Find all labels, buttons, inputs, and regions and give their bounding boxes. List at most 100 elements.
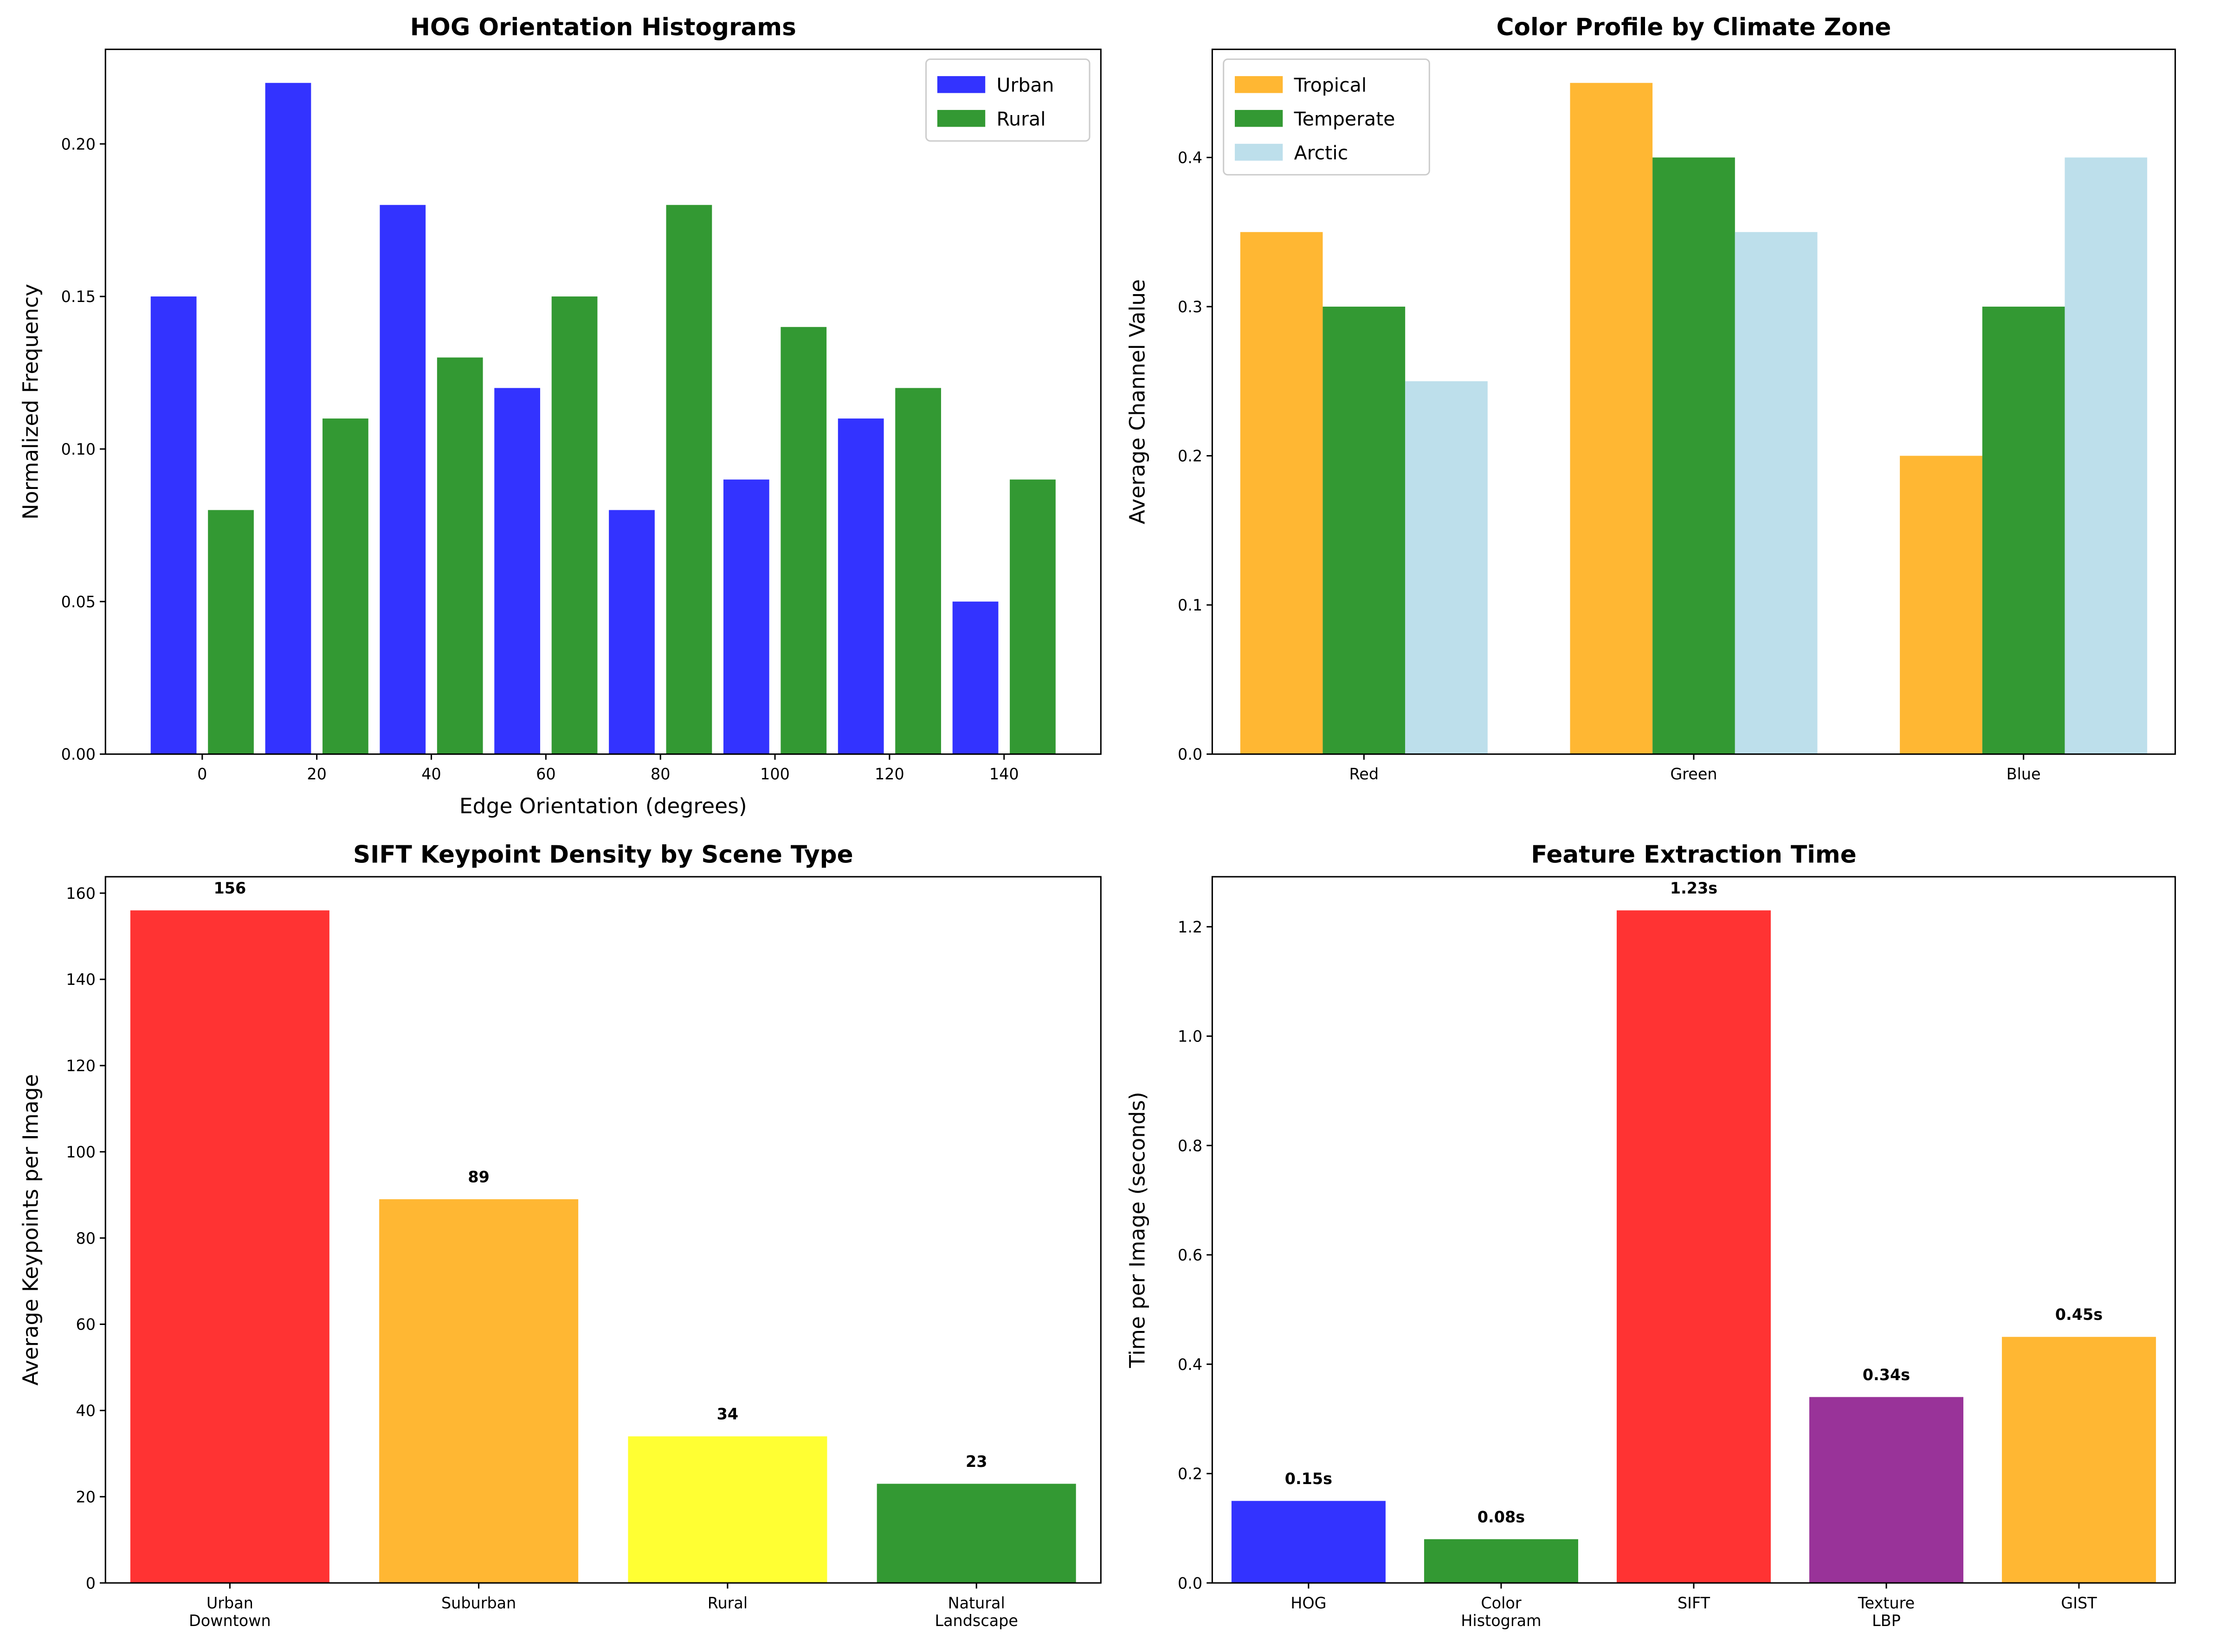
y-tick-label: 0.3 [1178,298,1202,316]
legend-swatch [937,76,986,93]
y-tick-label: 0.6 [1178,1246,1202,1264]
x-tick-label: Texture LBP [1858,1594,1915,1630]
y-tick-label: 0.8 [1178,1137,1202,1155]
plot-frame [1211,48,2176,755]
y-tick-label: 0.2 [1178,447,1202,465]
legend-label: Tropical [1294,74,1367,96]
y-axis-label: Average Channel Value [1125,279,1150,524]
bar [1982,306,2065,754]
x-tick-label: Green [1670,765,1717,783]
bar-label: 0.08s [1477,1508,1525,1526]
bar [2065,157,2148,754]
legend-swatch [1234,109,1283,127]
y-tick-label: 160 [66,884,96,902]
chart-title: Color Profile by Climate Zone [1497,13,1891,41]
bar [1010,479,1056,754]
bar [150,296,197,754]
bar [877,1484,1076,1583]
x-tick-label: Blue [2007,765,2041,783]
bar-label: 1.23s [1670,879,1717,897]
bar [1231,1501,1386,1583]
y-tick-label: 0.1 [1178,596,1202,614]
x-tick-label: 80 [651,765,671,783]
x-tick-label: 40 [421,765,441,783]
y-tick-label: 0 [86,1574,96,1592]
bar [2002,1337,2156,1583]
bar [628,1436,827,1583]
x-tick-label: 140 [989,765,1019,783]
y-tick-label: 60 [76,1316,96,1334]
bar [1809,1397,1964,1583]
x-tick-label: Color Histogram [1461,1594,1541,1630]
x-tick-label: 60 [536,765,556,783]
bar [265,83,311,754]
bar [1424,1539,1578,1583]
bar-label: 156 [214,879,246,897]
x-tick-label: Natural Landscape [935,1594,1018,1630]
y-tick-label: 0.00 [61,746,96,764]
bar-label: 0.45s [2055,1305,2103,1324]
y-tick-label: 1.2 [1178,918,1202,936]
legend-swatch [1234,76,1283,93]
x-axis-label: Edge Orientation (degrees) [459,794,747,818]
bar [1405,381,1488,754]
bar [723,479,769,754]
bar [379,1199,579,1583]
plot-frame [104,876,1102,1584]
legend-label: Rural [997,108,1046,130]
bar [1735,232,1818,754]
bar [1570,83,1653,754]
bar [208,510,254,754]
bar [1323,306,1406,754]
bar-label: 0.34s [1863,1366,1910,1384]
chart-title: SIFT Keypoint Density by Scene Type [353,841,853,868]
y-tick-label: 120 [66,1057,96,1075]
bar [437,357,483,754]
y-tick-label: 40 [76,1402,96,1420]
y-tick-label: 20 [76,1488,96,1506]
y-tick-label: 0.4 [1178,149,1202,167]
bar [609,510,655,754]
y-tick-label: 140 [66,971,96,989]
y-axis-label: Average Keypoints per Image [18,1074,43,1385]
x-tick-label: Suburban [441,1594,516,1612]
legend-swatch [1234,143,1283,161]
bar [1240,232,1323,754]
bar [781,327,827,754]
legend-label: Urban [997,74,1054,96]
chart-title: Feature Extraction Time [1531,841,1857,868]
bar [838,418,884,754]
y-tick-label: 100 [66,1143,96,1161]
y-tick-label: 80 [76,1229,96,1247]
x-tick-label: 20 [307,765,327,783]
bar [1900,456,1982,754]
bar-label: 23 [966,1453,987,1471]
x-tick-label: 0 [197,765,207,783]
x-tick-label: Red [1349,765,1379,783]
bar [551,296,598,754]
bar [1652,157,1735,754]
y-tick-label: 0.15 [61,288,96,306]
y-axis-label: Time per Image (seconds) [1125,1092,1150,1368]
bar-label: 34 [717,1405,739,1423]
bar-label: 0.15s [1285,1470,1332,1488]
y-tick-label: 1.0 [1178,1028,1202,1046]
x-tick-label: Urban Downtown [189,1594,271,1630]
x-tick-label: SIFT [1677,1594,1710,1612]
y-tick-label: 0.2 [1178,1465,1202,1483]
x-tick-label: 120 [875,765,904,783]
x-tick-label: 100 [760,765,790,783]
y-tick-label: 0.10 [61,440,96,458]
y-tick-label: 0.05 [61,593,96,611]
x-tick-label: Rural [708,1594,748,1612]
y-axis-label: Normalized Frequency [18,284,43,520]
bar-label: 89 [468,1168,490,1186]
chart-title: HOG Orientation Histograms [410,13,796,41]
bar [895,388,941,754]
legend-swatch [937,109,986,127]
y-tick-label: 0.20 [61,135,96,153]
bar [952,601,999,754]
x-tick-label: HOG [1290,1594,1326,1612]
y-tick-label: 0.0 [1178,1574,1202,1592]
